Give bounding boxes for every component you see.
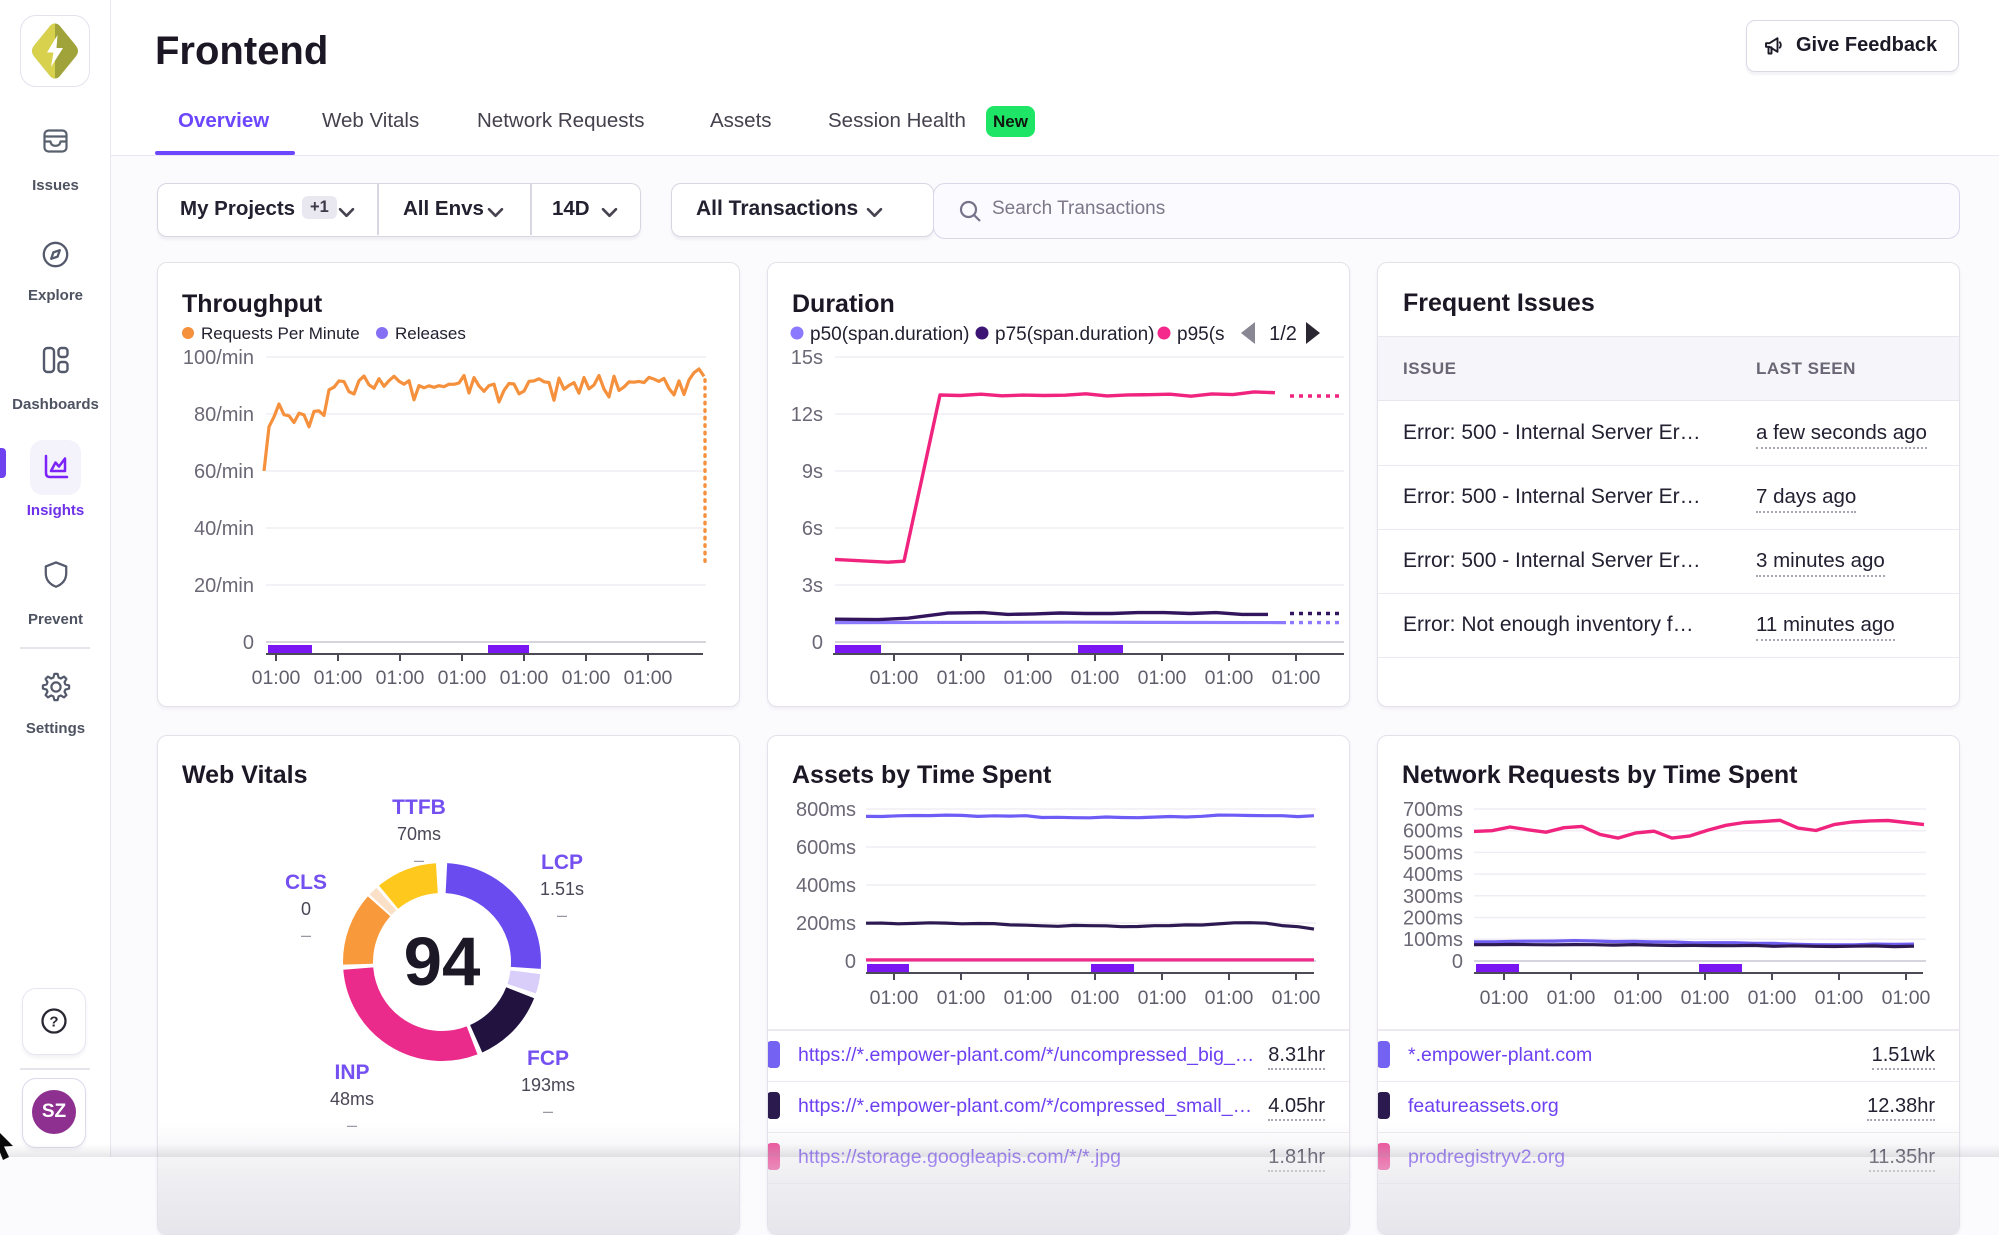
svg-text:100/min: 100/min: [183, 347, 254, 369]
svg-text:01:00: 01:00: [1071, 987, 1120, 1009]
svg-text:94: 94: [404, 923, 481, 1000]
svg-text:LCP: LCP: [541, 851, 583, 874]
svg-text:500ms: 500ms: [1403, 842, 1463, 864]
svg-text:01:00: 01:00: [1004, 987, 1053, 1009]
svg-text:01:00: 01:00: [438, 667, 487, 689]
svg-text:01:00: 01:00: [1205, 987, 1254, 1009]
svg-text:1.51s: 1.51s: [540, 879, 584, 899]
svg-text:FCP: FCP: [527, 1047, 569, 1070]
svg-text:01:00: 01:00: [1138, 987, 1187, 1009]
svg-text:01:00: 01:00: [1071, 667, 1120, 689]
svg-text:700ms: 700ms: [1403, 799, 1463, 821]
svg-text:CLS: CLS: [285, 871, 327, 894]
svg-text:Assets by Time Spent: Assets by Time Spent: [792, 761, 1052, 789]
svg-text:40/min: 40/min: [194, 518, 254, 540]
svg-text:TTFB: TTFB: [392, 796, 446, 819]
svg-text:01:00: 01:00: [1614, 987, 1663, 1009]
svg-text:Duration: Duration: [792, 290, 895, 318]
svg-text:0: 0: [301, 899, 311, 919]
svg-text:15s: 15s: [791, 347, 823, 369]
svg-text:p95(s: p95(s: [1177, 324, 1225, 345]
svg-text:3s: 3s: [802, 575, 823, 597]
svg-text:300ms: 300ms: [1403, 886, 1463, 908]
svg-text:01:00: 01:00: [870, 667, 919, 689]
svg-text:INP: INP: [334, 1061, 369, 1084]
svg-text:48ms: 48ms: [330, 1089, 374, 1109]
svg-text:0: 0: [845, 951, 856, 973]
svg-text:01:00: 01:00: [624, 667, 673, 689]
svg-text:1/2: 1/2: [1269, 323, 1297, 345]
svg-text:Network Requests by Time Spent: Network Requests by Time Spent: [1402, 761, 1798, 789]
svg-text:400ms: 400ms: [1403, 864, 1463, 886]
svg-text:193ms: 193ms: [521, 1075, 575, 1095]
svg-text:–: –: [347, 1115, 357, 1135]
svg-text:?: ?: [49, 1014, 58, 1031]
svg-text:01:00: 01:00: [1138, 667, 1187, 689]
svg-text:60/min: 60/min: [194, 461, 254, 483]
svg-text:0: 0: [812, 632, 823, 654]
svg-text:01:00: 01:00: [937, 667, 986, 689]
svg-text:100ms: 100ms: [1403, 929, 1463, 951]
svg-text:Throughput: Throughput: [182, 290, 323, 318]
svg-text:6s: 6s: [802, 518, 823, 540]
svg-text:Releases: Releases: [395, 324, 466, 343]
svg-text:01:00: 01:00: [937, 987, 986, 1009]
svg-text:9s: 9s: [802, 461, 823, 483]
svg-text:600ms: 600ms: [1403, 821, 1463, 843]
svg-text:01:00: 01:00: [1480, 987, 1529, 1009]
svg-text:–: –: [557, 905, 567, 925]
svg-text:01:00: 01:00: [1004, 667, 1053, 689]
svg-text:01:00: 01:00: [1547, 987, 1596, 1009]
svg-text:Web Vitals: Web Vitals: [182, 761, 308, 789]
svg-text:200ms: 200ms: [796, 913, 856, 935]
svg-text:70ms: 70ms: [397, 824, 441, 844]
svg-text:–: –: [301, 925, 311, 945]
svg-text:01:00: 01:00: [1882, 987, 1931, 1009]
svg-text:80/min: 80/min: [194, 404, 254, 426]
svg-text:0: 0: [243, 632, 254, 654]
svg-text:0: 0: [1452, 951, 1463, 973]
svg-text:800ms: 800ms: [796, 799, 856, 821]
svg-text:p75(span.duration): p75(span.duration): [995, 324, 1155, 345]
svg-text:600ms: 600ms: [796, 837, 856, 859]
svg-text:–: –: [414, 850, 424, 870]
svg-text:01:00: 01:00: [870, 987, 919, 1009]
svg-text:01:00: 01:00: [314, 667, 363, 689]
svg-text:01:00: 01:00: [1272, 987, 1321, 1009]
svg-text:01:00: 01:00: [1748, 987, 1797, 1009]
svg-text:01:00: 01:00: [1272, 667, 1321, 689]
svg-text:01:00: 01:00: [500, 667, 549, 689]
svg-text:200ms: 200ms: [1403, 908, 1463, 930]
svg-text:01:00: 01:00: [1815, 987, 1864, 1009]
svg-text:–: –: [543, 1101, 553, 1121]
svg-text:12s: 12s: [791, 404, 823, 426]
svg-text:01:00: 01:00: [376, 667, 425, 689]
svg-text:01:00: 01:00: [562, 667, 611, 689]
svg-text:01:00: 01:00: [1681, 987, 1730, 1009]
svg-text:Requests Per Minute: Requests Per Minute: [201, 324, 360, 343]
svg-text:p50(span.duration): p50(span.duration): [810, 324, 970, 345]
svg-text:01:00: 01:00: [1205, 667, 1254, 689]
svg-text:400ms: 400ms: [796, 875, 856, 897]
svg-text:20/min: 20/min: [194, 575, 254, 597]
svg-text:01:00: 01:00: [252, 667, 301, 689]
